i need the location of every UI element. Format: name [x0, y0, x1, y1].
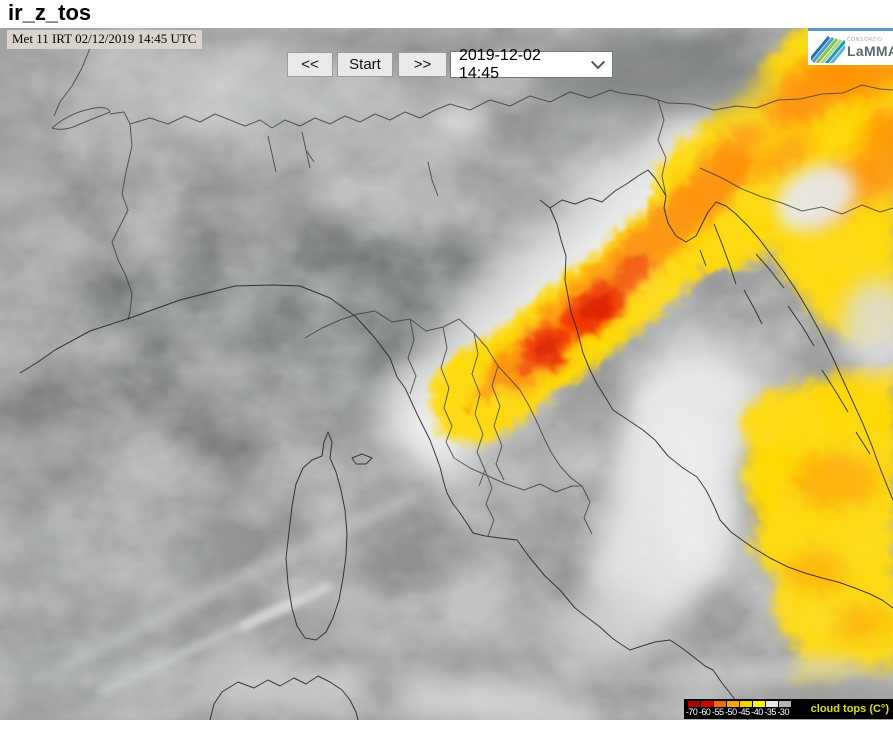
legend-labels: -70 -60 -55 -50 -45 -40 -35 -30	[685, 707, 790, 717]
legend-swatch	[701, 701, 713, 707]
legend-swatch	[779, 701, 791, 707]
lamma-logo: CONSORZIO LaMMA	[808, 28, 893, 65]
previous-frame-button[interactable]: <<	[287, 52, 333, 77]
legend-swatch	[727, 701, 739, 707]
legend-title: cloud tops (C°)	[810, 703, 889, 715]
legend-swatch	[753, 701, 765, 707]
logo-consorzio-text: CONSORZIO	[847, 37, 883, 43]
legend-swatch	[766, 701, 778, 707]
legend-label: -60	[698, 707, 711, 717]
legend-label: -45	[738, 707, 750, 717]
lamma-logo-stripes-icon	[811, 36, 845, 63]
start-animation-button[interactable]: Start	[337, 52, 393, 77]
legend-swatch	[740, 701, 752, 707]
chevron-down-icon	[590, 54, 606, 69]
legend-swatches	[688, 701, 791, 707]
legend-label: -50	[725, 707, 737, 717]
legend-label: -55	[711, 707, 724, 717]
logo-lamma-text: LaMMA	[847, 43, 893, 59]
cloud-tops-legend: -70 -60 -55 -50 -45 -40 -35 -30 cloud to…	[684, 699, 893, 719]
satellite-image	[0, 28, 893, 720]
legend-label: -70	[685, 707, 698, 717]
image-info-label: Met 11 IRT 02/12/2019 14:45 UTC	[7, 30, 203, 49]
legend-swatch	[688, 701, 700, 707]
page-title: ir_z_tos	[8, 0, 92, 25]
legend-label: -40	[751, 707, 763, 717]
satellite-map: Met 11 IRT 02/12/2019 14:45 UTC << Start…	[0, 28, 893, 720]
datetime-select-value: 2019-12-02 14:45	[459, 46, 541, 82]
datetime-select[interactable]: 2019-12-02 14:45	[450, 47, 613, 82]
legend-label: -30	[777, 707, 789, 717]
legend-swatch	[714, 701, 726, 707]
legend-label: -35	[764, 707, 776, 717]
next-frame-button[interactable]: >>	[398, 52, 447, 77]
